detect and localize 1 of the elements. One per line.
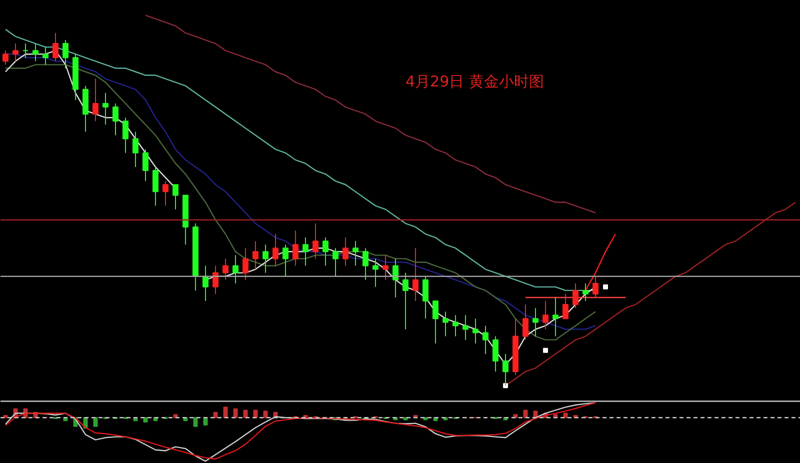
text: 4月29日 黄金小时图 xyxy=(406,72,544,90)
